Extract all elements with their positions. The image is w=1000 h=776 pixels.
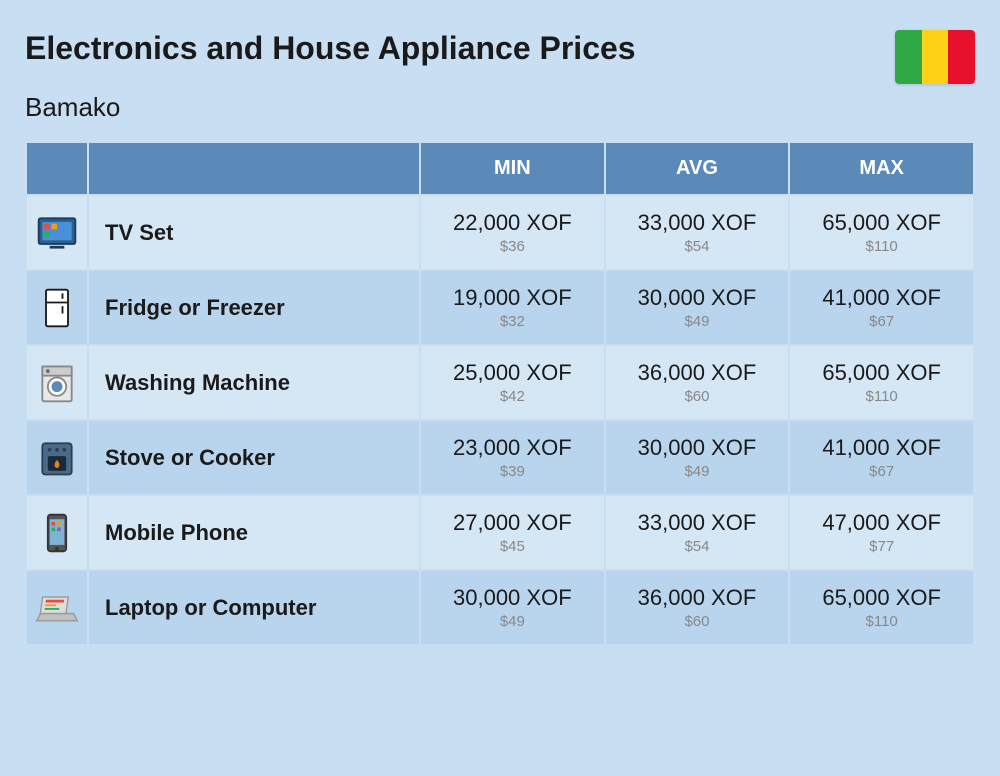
price-xof: 65,000 XOF: [800, 585, 963, 611]
item-icon-cell: [27, 571, 87, 644]
price-min: 30,000 XOF $49: [421, 571, 604, 644]
price-avg: 36,000 XOF $60: [606, 346, 789, 419]
price-min: 25,000 XOF $42: [421, 346, 604, 419]
price-xof: 30,000 XOF: [616, 435, 779, 461]
price-xof: 65,000 XOF: [800, 360, 963, 386]
price-xof: 22,000 XOF: [431, 210, 594, 236]
price-xof: 25,000 XOF: [431, 360, 594, 386]
price-max: 41,000 XOF $67: [790, 421, 973, 494]
item-name: TV Set: [89, 196, 419, 269]
price-table-container: Electronics and House Appliance Prices B…: [0, 0, 1000, 646]
item-name: Mobile Phone: [89, 496, 419, 569]
price-xof: 30,000 XOF: [616, 285, 779, 311]
table-row: Fridge or Freezer 19,000 XOF $32 30,000 XOF…: [27, 271, 973, 344]
price-xof: 19,000 XOF: [431, 285, 594, 311]
table-row: Stove or Cooker 23,000 XOF $39 30,000 XOF $4…: [27, 421, 973, 494]
item-name: Fridge or Freezer: [89, 271, 419, 344]
price-xof: 41,000 XOF: [800, 435, 963, 461]
price-usd: $60: [616, 388, 779, 405]
price-xof: 47,000 XOF: [800, 510, 963, 536]
price-avg: 30,000 XOF $49: [606, 421, 789, 494]
price-usd: $110: [800, 238, 963, 255]
price-usd: $42: [431, 388, 594, 405]
price-usd: $49: [616, 463, 779, 480]
header: Electronics and House Appliance Prices: [25, 30, 975, 84]
col-header-max: MAX: [790, 143, 973, 194]
col-header-icon: [27, 143, 87, 194]
col-header-min: MIN: [421, 143, 604, 194]
price-usd: $54: [616, 238, 779, 255]
price-table: MIN AVG MAX TV Set 22,000 XOF $36 33,000 XO…: [25, 141, 975, 646]
item-name: Stove or Cooker: [89, 421, 419, 494]
price-xof: 30,000 XOF: [431, 585, 594, 611]
country-flag-icon: [895, 30, 975, 84]
price-usd: $54: [616, 538, 779, 555]
price-xof: 27,000 XOF: [431, 510, 594, 536]
price-usd: $45: [431, 538, 594, 555]
price-usd: $110: [800, 613, 963, 630]
price-avg: 30,000 XOF $49: [606, 271, 789, 344]
table-row: Mobile Phone 27,000 XOF $45 33,000 XOF $54 47…: [27, 496, 973, 569]
price-min: 22,000 XOF $36: [421, 196, 604, 269]
price-usd: $49: [616, 313, 779, 330]
price-usd: $36: [431, 238, 594, 255]
phone-icon: [35, 511, 79, 555]
price-xof: 33,000 XOF: [616, 210, 779, 236]
item-icon-cell: [27, 346, 87, 419]
item-name: Washing Machine: [89, 346, 419, 419]
price-max: 47,000 XOF $77: [790, 496, 973, 569]
flag-stripe-green: [895, 30, 922, 84]
stove-icon: [35, 436, 79, 480]
price-usd: $67: [800, 313, 963, 330]
page-title: Electronics and House Appliance Prices: [25, 30, 636, 67]
price-usd: $49: [431, 613, 594, 630]
item-icon-cell: [27, 421, 87, 494]
price-usd: $32: [431, 313, 594, 330]
price-usd: $60: [616, 613, 779, 630]
laptop-icon: [35, 586, 79, 630]
price-xof: 65,000 XOF: [800, 210, 963, 236]
fridge-icon: [35, 286, 79, 330]
price-usd: $39: [431, 463, 594, 480]
item-icon-cell: [27, 196, 87, 269]
price-max: 65,000 XOF $110: [790, 346, 973, 419]
price-max: 65,000 XOF $110: [790, 196, 973, 269]
col-header-name: [89, 143, 419, 194]
item-icon-cell: [27, 496, 87, 569]
item-icon-cell: [27, 271, 87, 344]
table-header-row: MIN AVG MAX: [27, 143, 973, 194]
washer-icon: [35, 361, 79, 405]
price-max: 41,000 XOF $67: [790, 271, 973, 344]
price-avg: 33,000 XOF $54: [606, 496, 789, 569]
price-xof: 36,000 XOF: [616, 360, 779, 386]
item-name: Laptop or Computer: [89, 571, 419, 644]
price-avg: 36,000 XOF $60: [606, 571, 789, 644]
price-min: 23,000 XOF $39: [421, 421, 604, 494]
table-row: Laptop or Computer 30,000 XOF $49 36,000 XO…: [27, 571, 973, 644]
price-xof: 23,000 XOF: [431, 435, 594, 461]
price-xof: 41,000 XOF: [800, 285, 963, 311]
price-min: 19,000 XOF $32: [421, 271, 604, 344]
flag-stripe-yellow: [922, 30, 949, 84]
table-row: TV Set 22,000 XOF $36 33,000 XOF $54 65,000 X…: [27, 196, 973, 269]
price-usd: $77: [800, 538, 963, 555]
table-row: Washing Machine 25,000 XOF $42 36,000 XOF $6…: [27, 346, 973, 419]
price-xof: 36,000 XOF: [616, 585, 779, 611]
price-max: 65,000 XOF $110: [790, 571, 973, 644]
flag-stripe-red: [948, 30, 975, 84]
price-min: 27,000 XOF $45: [421, 496, 604, 569]
price-avg: 33,000 XOF $54: [606, 196, 789, 269]
col-header-avg: AVG: [606, 143, 789, 194]
price-usd: $110: [800, 388, 963, 405]
price-usd: $67: [800, 463, 963, 480]
city-subtitle: Bamako: [25, 92, 975, 123]
price-xof: 33,000 XOF: [616, 510, 779, 536]
tv-icon: [35, 211, 79, 255]
